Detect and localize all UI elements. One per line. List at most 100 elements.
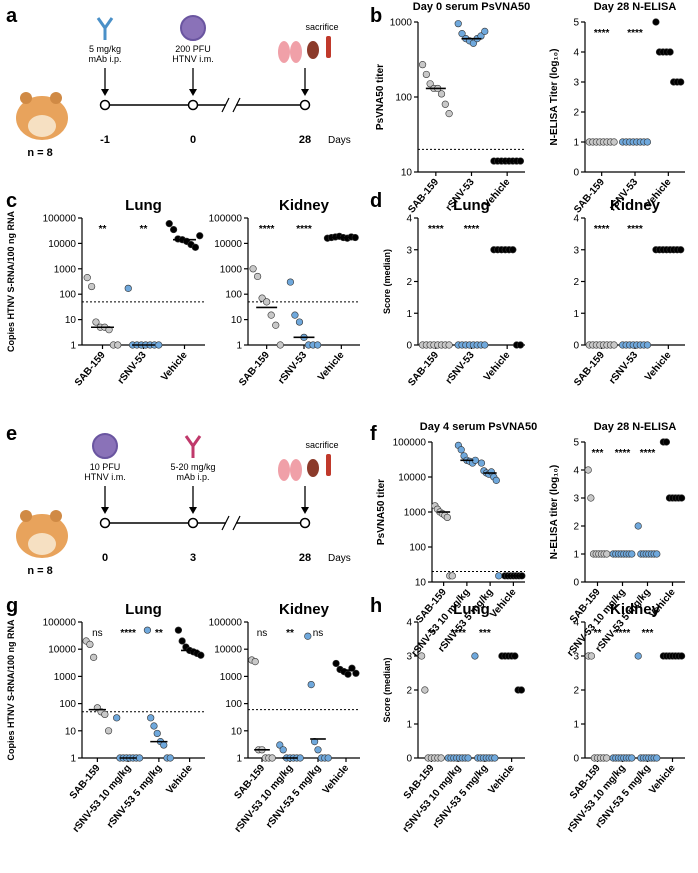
data-point [634, 652, 642, 660]
data-point [104, 727, 113, 735]
y-tick-label: 10 [65, 726, 77, 737]
data-point [155, 341, 163, 349]
step-label: 5-20 mg/kg [170, 462, 215, 472]
timeline-break-marks [221, 515, 241, 531]
significance-label: **** [428, 224, 444, 235]
y-tick-label: 10000 [398, 473, 426, 484]
chart-title: Day 28 N-ELISA [594, 421, 677, 433]
data-point [418, 61, 427, 69]
y-tick-label: 1 [573, 309, 579, 320]
x-tick-label: rSNV-53 10 mg/kg [71, 763, 134, 835]
data-point [251, 658, 259, 666]
x-tick-label: SAB-159 [572, 177, 607, 216]
data-point [153, 729, 161, 738]
significance-label: ** [99, 224, 107, 235]
day-label: 3 [190, 552, 196, 564]
data-point [516, 157, 525, 165]
data-point [458, 30, 466, 38]
arrow-head [189, 507, 197, 514]
significance-label: **** [627, 224, 643, 235]
y-tick-label: 1000 [54, 672, 77, 683]
panel-letter: d [370, 190, 382, 212]
y-tick-label: 0 [573, 341, 579, 352]
data-point [422, 70, 430, 79]
x-tick-label: rSNV-53 [444, 350, 477, 387]
step-label: HTNV i.m. [84, 472, 126, 482]
y-tick-label: 1 [406, 309, 412, 320]
timepoint [187, 99, 199, 111]
timeline-break [226, 97, 236, 113]
y-tick-label: 1 [70, 754, 76, 765]
y-tick-label: 1 [573, 550, 579, 561]
chart-title: Kidney [610, 197, 661, 214]
y-tick-label: 4 [573, 214, 579, 225]
data-point [105, 326, 113, 334]
data-point [666, 48, 674, 56]
data-point [610, 138, 618, 146]
arrow-head [301, 507, 309, 514]
data-point [332, 659, 340, 668]
x-tick-label: Vehicle [321, 763, 352, 797]
arrow-head [189, 89, 197, 96]
x-tick-label: rSNV-53 [116, 350, 149, 387]
y-tick-label: 100 [59, 290, 76, 301]
significance-label: ** [427, 628, 435, 639]
chart-title: Kidney [279, 197, 330, 214]
y-tick-label: 4 [573, 466, 579, 477]
y-tick-label: 2 [406, 686, 412, 697]
panel-letter: g [6, 595, 18, 617]
significance-label: **** [594, 224, 610, 235]
panel-letter: a [6, 5, 18, 27]
data-point [196, 232, 204, 240]
timepoint [299, 517, 311, 529]
data-point [88, 282, 96, 291]
virus-icon [92, 433, 118, 459]
x-tick-label: SAB-159 [237, 350, 272, 389]
data-point [279, 746, 287, 754]
y-axis-label: PsVNA50 titer [376, 479, 387, 545]
significance-label: **** [259, 224, 275, 235]
y-tick-label: 4 [573, 48, 579, 59]
data-point [587, 652, 596, 660]
data-point [174, 626, 183, 634]
days-label: Days [328, 135, 351, 146]
y-tick-label: 5 [573, 438, 579, 449]
timepoint [99, 99, 111, 111]
data-point [516, 341, 525, 349]
data-point [678, 494, 686, 502]
y-axis-label: Copies HTNV S-RNA/100 ng RNA [6, 210, 16, 352]
y-tick-label: 10000 [214, 645, 242, 656]
data-point [147, 714, 155, 722]
arrow-head [101, 89, 109, 96]
x-tick-label: SAB-159 [406, 177, 441, 216]
data-point [441, 100, 449, 108]
data-point [477, 459, 486, 467]
data-point [296, 754, 304, 762]
y-axis-label: N-ELISA Titer (log₁₀) [549, 49, 560, 146]
y-tick-label: 1000 [390, 18, 413, 29]
y-tick-label: 4 [406, 618, 412, 629]
y-tick-label: 10 [231, 726, 243, 737]
lung-icon [278, 459, 290, 481]
group-size: n = 8 [27, 147, 52, 159]
significance-label: **** [615, 448, 631, 459]
data-point [83, 274, 91, 282]
sacrifice-label: sacrifice [305, 22, 338, 32]
data-point [421, 686, 429, 694]
x-tick-label: rSNV-53 5 mg/kg [264, 763, 323, 831]
y-tick-label: 0 [573, 578, 579, 589]
x-tick-label: Vehicle [647, 763, 678, 797]
y-tick-label: 100000 [209, 214, 243, 225]
data-point [653, 754, 661, 762]
data-point [268, 754, 276, 762]
data-point [307, 680, 315, 689]
y-tick-label: 10 [231, 315, 243, 326]
y-tick-label: 1 [573, 138, 579, 149]
significance-label: **** [450, 628, 466, 639]
y-tick-label: 1 [70, 341, 76, 352]
y-tick-label: 10000 [214, 239, 242, 250]
significance-label: **** [464, 224, 480, 235]
lung-icon [290, 459, 302, 481]
y-tick-label: 4 [573, 618, 579, 629]
chart-title: Kidney [279, 601, 330, 618]
